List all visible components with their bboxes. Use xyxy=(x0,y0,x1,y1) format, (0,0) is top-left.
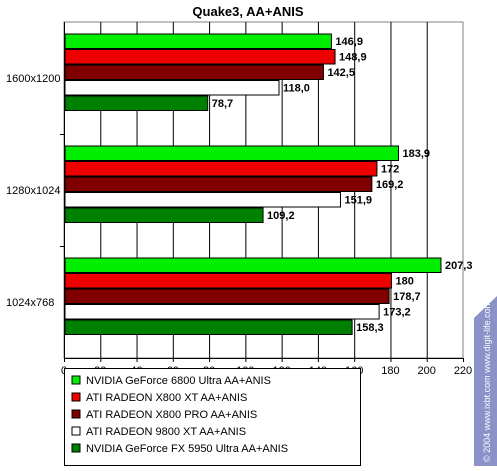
data-label: 173,2 xyxy=(383,306,411,318)
bar xyxy=(64,257,442,273)
legend-label: ATI RADEON X800 XT AA+ANIS xyxy=(86,392,247,404)
data-label: 178,7 xyxy=(393,291,421,303)
bar xyxy=(64,145,400,161)
x-tick-label: 220 xyxy=(454,365,472,377)
bar xyxy=(64,176,373,192)
data-label: 183,9 xyxy=(403,148,431,160)
legend-swatch xyxy=(71,392,81,402)
data-label: 118,0 xyxy=(283,82,310,94)
legend-swatch xyxy=(71,426,81,436)
data-label: 78,7 xyxy=(212,98,233,110)
data-label: 207,3 xyxy=(445,260,473,272)
bar xyxy=(64,49,336,65)
bar xyxy=(64,207,264,223)
legend-swatch xyxy=(71,443,81,453)
watermark-strip xyxy=(474,296,497,466)
data-label: 172 xyxy=(381,163,399,175)
category-label: 1024x768 xyxy=(6,297,54,309)
data-label: 151,9 xyxy=(344,194,372,206)
legend-swatch xyxy=(71,375,81,385)
data-label: 146,9 xyxy=(335,36,363,48)
legend-box xyxy=(64,368,361,466)
legend-label: NVIDIA GeForce 6800 Ultra AA+ANIS xyxy=(86,375,271,387)
bar xyxy=(64,64,324,80)
bar xyxy=(64,288,390,304)
legend-label: NVIDIA GeForce FX 5950 Ultra AA+ANIS xyxy=(86,443,288,455)
bar xyxy=(64,33,332,49)
data-label: 148,9 xyxy=(339,51,367,63)
chart-title: Quake3, AA+ANIS xyxy=(192,4,303,19)
watermark-text: © 2004 www.ixbt.com www.digit-life.com xyxy=(482,301,492,462)
watermark: © 2004 www.ixbt.com www.digit-life.com xyxy=(474,296,497,466)
bar xyxy=(64,161,378,177)
bar xyxy=(64,95,209,111)
bars xyxy=(64,33,442,335)
category-label: 1280x1024 xyxy=(6,185,60,197)
data-label: 180 xyxy=(395,275,413,287)
bar xyxy=(64,319,353,335)
x-tick-label: 200 xyxy=(418,365,436,377)
data-label: 109,2 xyxy=(267,210,295,222)
bar xyxy=(64,304,380,320)
data-labels: 146,9 148,9 142,5 118,0 78,7 183,9 172 169,2 151… xyxy=(212,36,473,334)
legend-label: ATI RADEON X800 PRO AA+ANIS xyxy=(86,409,257,421)
data-label: 169,2 xyxy=(376,179,404,191)
legend-label: ATI RADEON 9800 XT AA+ANIS xyxy=(86,426,246,438)
x-tick-label: 180 xyxy=(381,365,399,377)
bar xyxy=(64,192,341,208)
data-label: 158,3 xyxy=(356,322,384,334)
legend-swatch xyxy=(71,409,81,419)
data-label: 142,5 xyxy=(327,67,355,79)
category-label: 1600x1200 xyxy=(6,73,60,85)
bar xyxy=(64,273,392,289)
bar xyxy=(64,80,280,96)
legend: NVIDIA GeForce 6800 Ultra AA+ANIS ATI RAD… xyxy=(64,368,361,466)
